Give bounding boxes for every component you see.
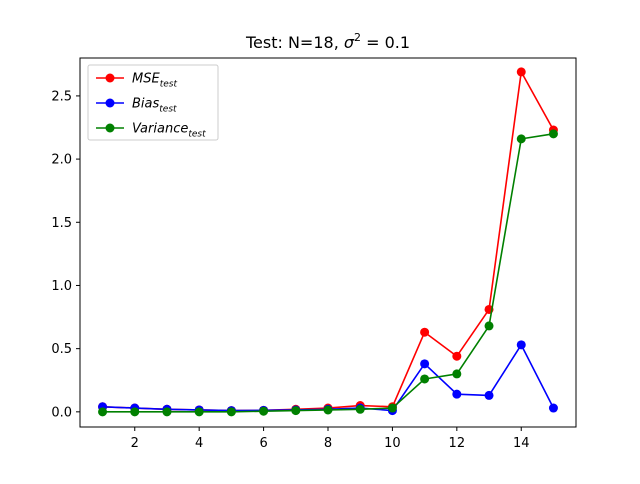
data-point-variance <box>387 403 397 413</box>
y-tick-label: 0.0 <box>51 405 72 420</box>
legend-box <box>87 64 219 141</box>
legend-label-subscript: test <box>160 80 178 90</box>
data-point-variance <box>226 407 236 417</box>
chart-title-suffix: = 0.1 <box>361 33 410 52</box>
y-tick-label: 2.5 <box>51 89 72 104</box>
legend-entry-mse: MSEtest <box>96 72 177 90</box>
series-line-bias <box>102 344 555 412</box>
y-tick-label: 1.0 <box>51 279 72 294</box>
legend-label-name: Bias <box>132 97 159 112</box>
data-point-variance <box>484 321 494 331</box>
data-point-variance <box>420 374 430 384</box>
data-point-variance <box>548 129 558 139</box>
data-point-variance <box>516 134 526 144</box>
x-tick-label: 12 <box>449 436 466 451</box>
data-point-variance <box>162 407 172 417</box>
chart-title-sigma: σ <box>344 33 355 52</box>
data-point-variance <box>130 407 140 417</box>
legend-label: Biastest <box>132 97 177 115</box>
data-point-variance <box>323 405 333 415</box>
data-point-mse <box>420 327 430 337</box>
legend-label-subscript: test <box>188 130 206 140</box>
data-point-bias <box>420 359 430 369</box>
x-tick-label: 8 <box>324 436 332 451</box>
chart-title: Test: N=18, σ2 = 0.1 <box>245 31 410 52</box>
series-variance <box>98 129 558 417</box>
axes: 2 4 6 8 10 12 14 0.0 0.5 1.0 1.5 2.0 2.5 <box>51 57 577 451</box>
data-point-variance <box>355 404 365 414</box>
data-point-mse <box>452 351 462 361</box>
legend-label: MSEtest <box>132 72 177 90</box>
chart-title-prefix: Test: N=18, <box>245 33 344 52</box>
y-tick-label: 0.5 <box>51 342 72 357</box>
x-tick-label: 14 <box>513 436 530 451</box>
chart-title-exponent: 2 <box>354 31 361 44</box>
data-point-bias <box>452 389 462 399</box>
legend-label-subscript: test <box>159 105 177 115</box>
legend-marker <box>105 98 115 108</box>
x-tick-label: 6 <box>259 436 267 451</box>
legend-entry-bias: Biastest <box>96 97 177 115</box>
data-point-variance <box>194 407 204 417</box>
data-point-mse <box>516 67 526 77</box>
data-point-variance <box>259 406 269 416</box>
legend-marker <box>105 123 115 133</box>
legend-entry-variance: Variancetest <box>96 122 206 140</box>
data-point-variance <box>291 406 301 416</box>
data-point-bias <box>484 390 494 400</box>
x-tick-label: 4 <box>195 436 203 451</box>
legend-label: Variancetest <box>132 122 206 140</box>
data-point-bias <box>516 340 526 350</box>
legend-label-name: MSE <box>132 72 160 87</box>
data-point-bias <box>548 403 558 413</box>
y-tick-label: 2.0 <box>51 153 72 168</box>
legend-label-name: Variance <box>132 122 188 137</box>
data-point-variance <box>98 407 108 417</box>
plot-area <box>98 67 558 417</box>
data-point-variance <box>452 369 462 379</box>
legend-marker <box>105 73 115 83</box>
x-tick-label: 2 <box>131 436 139 451</box>
series-line-variance <box>102 133 554 413</box>
y-tick-label: 1.5 <box>51 216 72 231</box>
x-tick-label: 10 <box>384 436 401 451</box>
